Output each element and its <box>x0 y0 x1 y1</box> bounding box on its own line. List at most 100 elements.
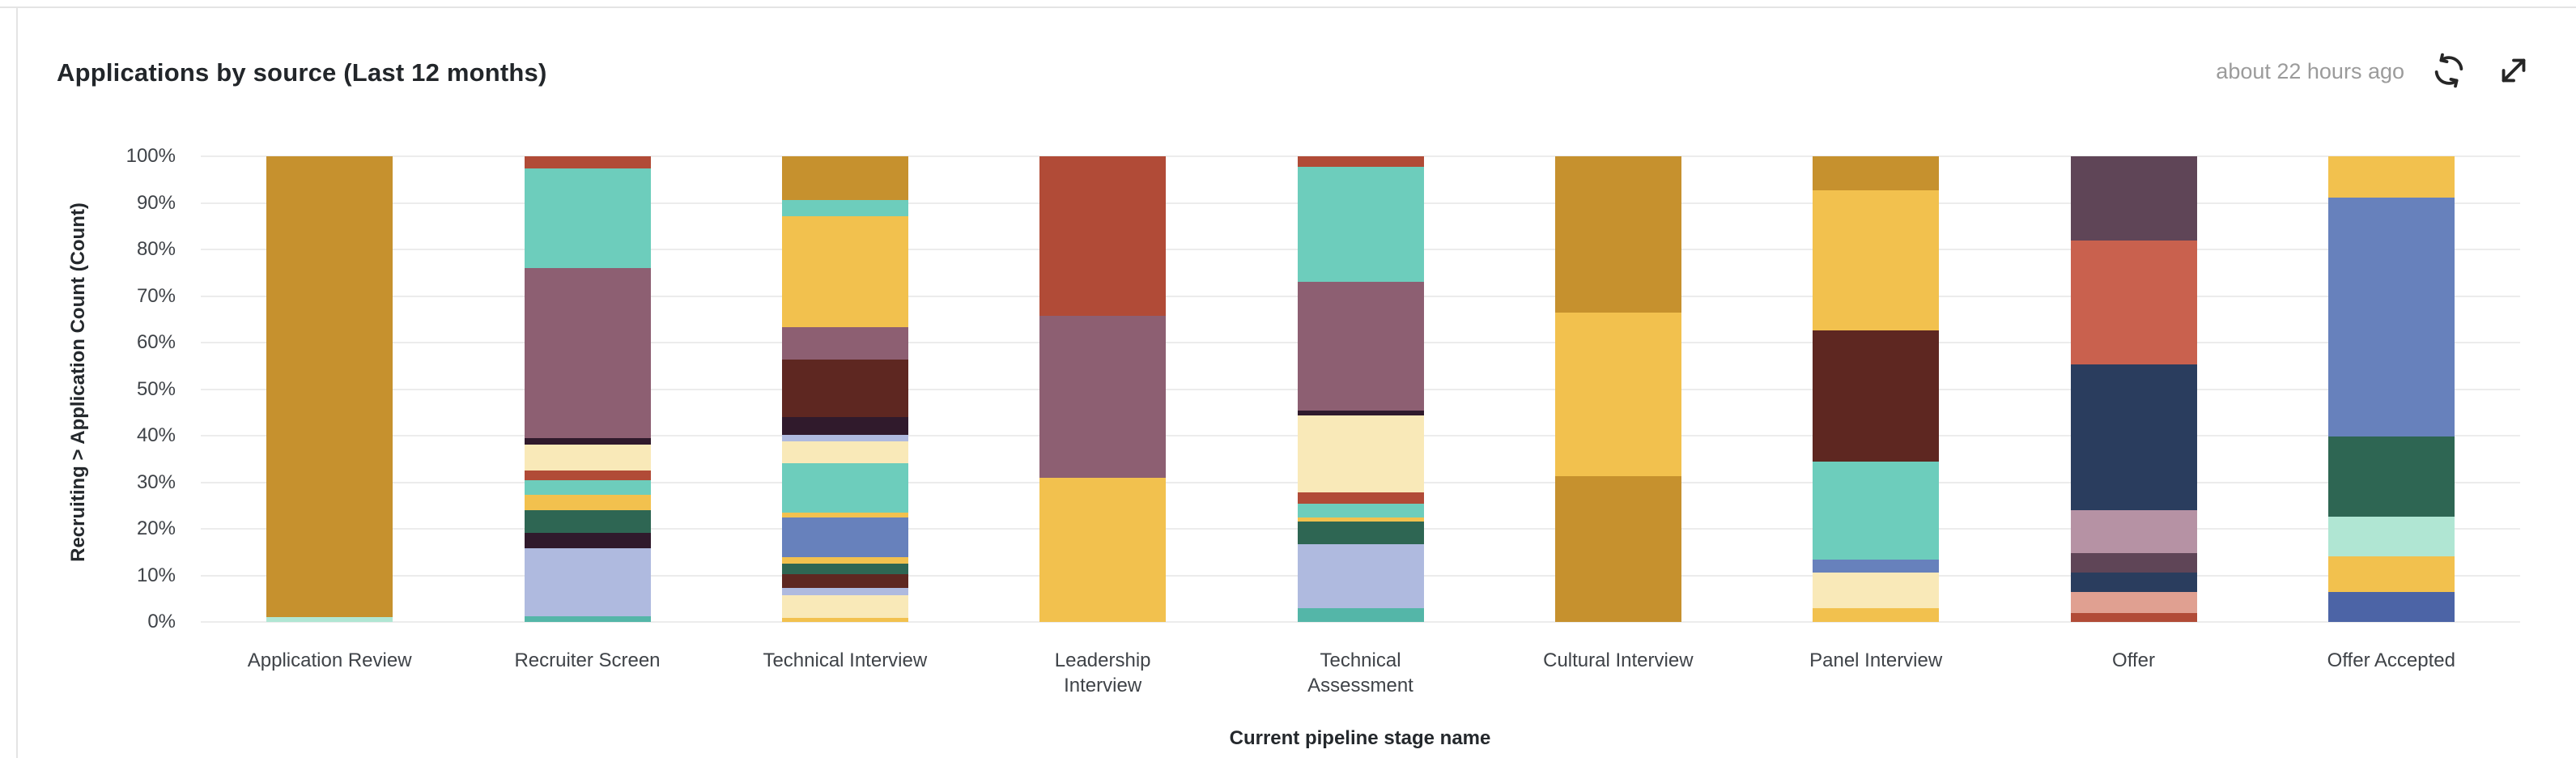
bar-segment-technical-assessment-7-plum_black[interactable] <box>1297 410 1424 416</box>
bar-segment-cultural-interview-2-goldenrod[interactable] <box>1554 156 1681 313</box>
bar-segment-offer-3-plum[interactable] <box>2070 552 2197 573</box>
bar-segment-recruiter-screen-9-mauve[interactable] <box>524 268 651 438</box>
bar-segment-technical-interview-5-amber[interactable] <box>781 557 908 564</box>
bar-segment-technical-assessment-3-amber[interactable] <box>1297 517 1424 522</box>
y-tick-10%: 10% <box>136 564 176 586</box>
bar-segment-offer-0-red[interactable] <box>2070 613 2197 622</box>
bar-segment-recruiter-screen-1-periwinkle[interactable] <box>524 548 651 617</box>
tile-meta: about 22 hours ago <box>2216 49 2534 94</box>
bar-segment-leadership-interview-2-red[interactable] <box>1039 156 1167 317</box>
bar-segment-recruiter-screen-3-green[interactable] <box>524 510 651 534</box>
bar-segment-recruiter-screen-11-red[interactable] <box>524 156 651 169</box>
bar-segment-technical-interview-6-blue[interactable] <box>781 517 908 558</box>
bar-technical-interview <box>781 156 908 622</box>
bar-segment-technical-assessment-10-red[interactable] <box>1297 156 1424 168</box>
bar-segment-panel-interview-3-teal[interactable] <box>1813 462 1940 560</box>
bar-segment-offer-accepted-1-amber[interactable] <box>2327 556 2455 593</box>
bar-segment-technical-assessment-6-cream[interactable] <box>1297 415 1424 493</box>
x-label-recruiter-screen: Recruiter Screen <box>514 649 661 671</box>
bar-segment-recruiter-screen-4-amber[interactable] <box>524 495 651 511</box>
bar-segment-recruiter-screen-0-teal_dark[interactable] <box>524 616 651 622</box>
bar-segment-offer-6-coral[interactable] <box>2070 241 2197 365</box>
bar-panel-interview <box>1813 156 1940 622</box>
bar-segment-recruiter-screen-10-teal[interactable] <box>524 168 651 269</box>
bar-segment-offer-7-plum[interactable] <box>2070 156 2197 241</box>
bar-cultural-interview <box>1554 156 1681 622</box>
bar-segment-technical-interview-10-periwinkle[interactable] <box>781 434 908 441</box>
bar-technical-assessment <box>1297 156 1424 622</box>
bar-segment-technical-interview-8-teal[interactable] <box>781 462 908 513</box>
bar-segment-offer-accepted-4-blue[interactable] <box>2327 198 2455 437</box>
bar-segment-leadership-interview-1-mauve[interactable] <box>1039 316 1167 478</box>
bar-offer-accepted <box>2327 156 2455 622</box>
bar-segment-technical-interview-0-amber[interactable] <box>781 617 908 622</box>
bar-segment-panel-interview-4-maroon[interactable] <box>1813 330 1940 462</box>
bar-segment-offer-accepted-0-blue_dark[interactable] <box>2327 592 2455 622</box>
bar-segment-technical-assessment-9-teal[interactable] <box>1297 167 1424 283</box>
bar-segment-cultural-interview-1-amber[interactable] <box>1554 313 1681 477</box>
bar-segment-offer-4-rose[interactable] <box>2070 510 2197 553</box>
bar-segment-technical-interview-7-amber[interactable] <box>781 512 908 518</box>
y-tick-50%: 50% <box>136 377 176 400</box>
bar-segment-technical-interview-15-teal[interactable] <box>781 200 908 217</box>
y-tick-100%: 100% <box>125 145 176 167</box>
y-tick-0%: 0% <box>147 611 176 632</box>
bar-segment-technical-interview-13-mauve[interactable] <box>781 327 908 360</box>
expand-button[interactable] <box>2493 51 2534 92</box>
bar-segment-technical-assessment-2-green[interactable] <box>1297 521 1424 544</box>
x-label-technical-assessment: Technical Assessment <box>1307 649 1413 696</box>
y-tick-90%: 90% <box>136 191 176 214</box>
bar-application-review <box>266 156 393 622</box>
x-axis-title: Current pipeline stage name <box>1229 727 1491 749</box>
bar-segment-technical-interview-9-cream[interactable] <box>781 441 908 463</box>
tile-left-border <box>16 6 18 758</box>
bar-segment-offer-accepted-3-green[interactable] <box>2327 436 2455 517</box>
bar-segment-technical-interview-2-periwinkle[interactable] <box>781 588 908 596</box>
bar-segment-technical-assessment-0-teal_dark[interactable] <box>1297 607 1424 622</box>
plot-area <box>201 155 2520 623</box>
refresh-button[interactable] <box>2429 51 2469 92</box>
bar-segment-offer-2-navy[interactable] <box>2070 573 2197 593</box>
x-label-offer: Offer <box>2112 649 2155 671</box>
bar-segment-technical-assessment-5-red[interactable] <box>1297 492 1424 504</box>
bar-segment-offer-1-salmon[interactable] <box>2070 592 2197 614</box>
gridline-100% <box>201 155 2520 157</box>
bar-segment-panel-interview-0-amber[interactable] <box>1813 607 1940 622</box>
bar-segment-technical-interview-14-amber[interactable] <box>781 216 908 328</box>
y-tick-30%: 30% <box>136 471 176 493</box>
bar-leadership-interview <box>1039 156 1167 622</box>
bar-segment-technical-interview-12-maroon[interactable] <box>781 360 908 418</box>
bar-segment-recruiter-screen-5-teal[interactable] <box>524 480 651 496</box>
x-label-leadership-interview: Leadership Interview <box>1054 649 1151 696</box>
bar-segment-technical-assessment-8-mauve[interactable] <box>1297 282 1424 411</box>
x-label-technical-interview: Technical Interview <box>763 649 928 671</box>
bar-segment-technical-interview-4-green[interactable] <box>781 564 908 574</box>
y-tick-80%: 80% <box>136 238 176 260</box>
x-label-panel-interview: Panel Interview <box>1809 649 1943 671</box>
bar-segment-technical-interview-11-plum_black[interactable] <box>781 417 908 435</box>
bar-segment-panel-interview-2-blue[interactable] <box>1813 559 1940 573</box>
bar-segment-recruiter-screen-8-plum_black[interactable] <box>524 437 651 445</box>
bar-segment-technical-assessment-4-teal[interactable] <box>1297 503 1424 518</box>
refresh-icon <box>2430 52 2468 92</box>
bar-segment-application-review-0-mint[interactable] <box>266 617 393 622</box>
bar-segment-application-review-1-goldenrod[interactable] <box>266 156 393 618</box>
bar-segment-recruiter-screen-6-red[interactable] <box>524 471 651 481</box>
x-label-application-review: Application Review <box>247 649 412 671</box>
bar-segment-offer-accepted-5-amber[interactable] <box>2327 156 2455 198</box>
bar-segment-recruiter-screen-2-plum_black[interactable] <box>524 533 651 549</box>
bar-segment-cultural-interview-0-goldenrod[interactable] <box>1554 476 1681 622</box>
bar-segment-technical-interview-16-goldenrod[interactable] <box>781 156 908 201</box>
bar-segment-technical-assessment-1-periwinkle[interactable] <box>1297 543 1424 608</box>
bar-segment-panel-interview-6-goldenrod[interactable] <box>1813 156 1940 191</box>
bar-segment-technical-interview-3-maroon[interactable] <box>781 573 908 589</box>
bar-segment-panel-interview-1-cream[interactable] <box>1813 573 1940 608</box>
bar-segment-leadership-interview-0-amber[interactable] <box>1039 477 1167 622</box>
expand-icon <box>2495 52 2532 92</box>
bar-segment-recruiter-screen-7-cream[interactable] <box>524 445 651 471</box>
bar-segment-panel-interview-5-amber[interactable] <box>1813 190 1940 331</box>
bar-segment-technical-interview-1-cream[interactable] <box>781 595 908 618</box>
bar-segment-offer-accepted-2-mint[interactable] <box>2327 517 2455 556</box>
bar-segment-offer-5-navy[interactable] <box>2070 364 2197 511</box>
